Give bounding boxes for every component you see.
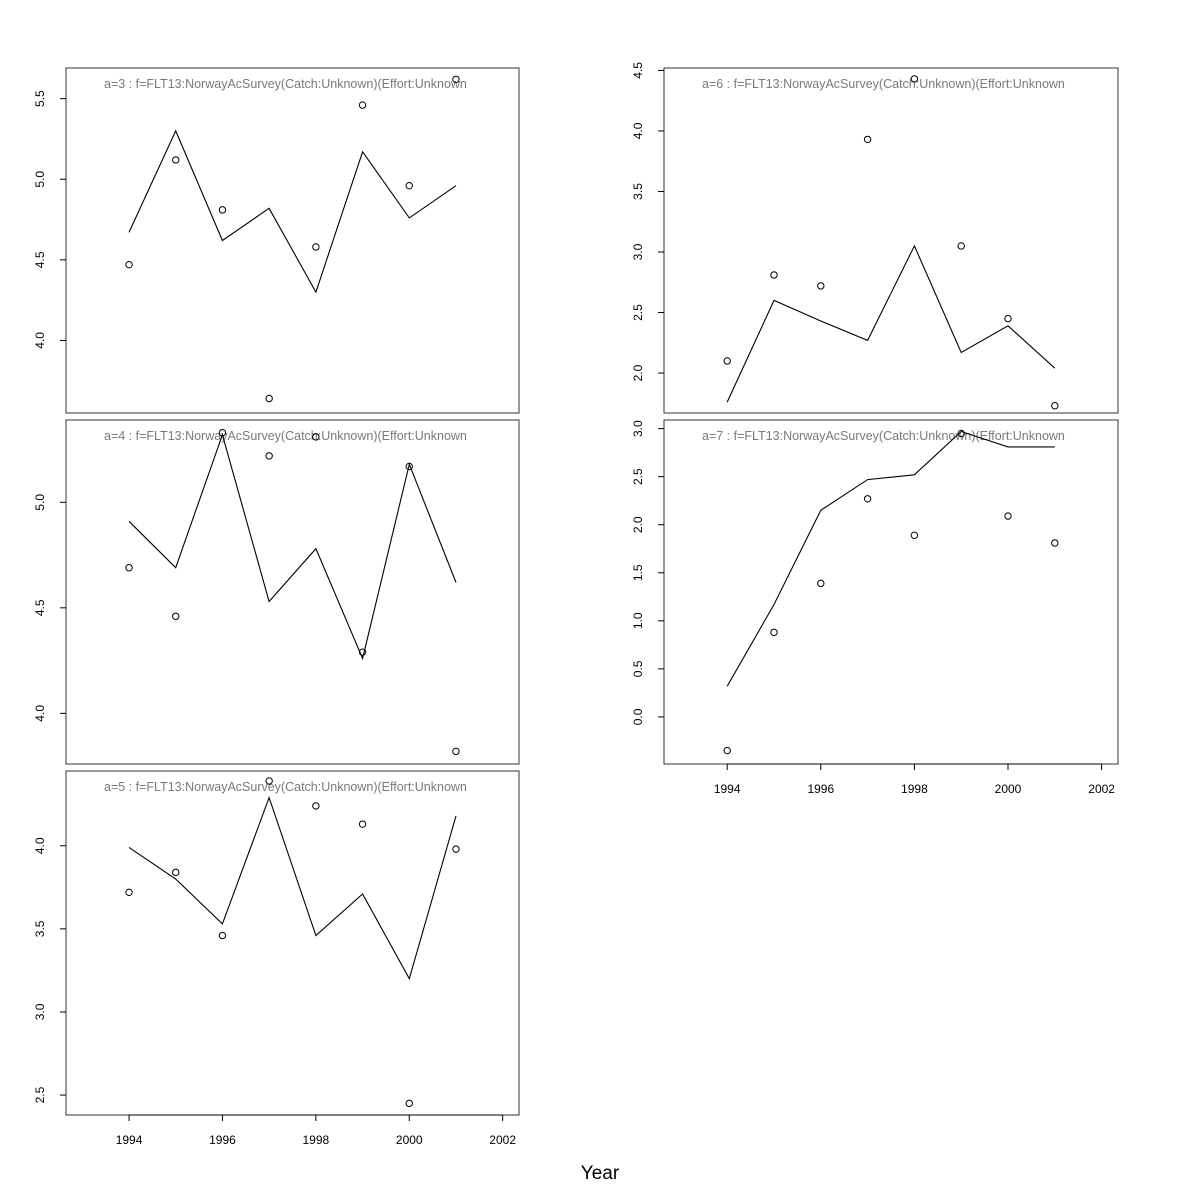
y-tick-label: 1.0 <box>631 612 645 629</box>
observed-point <box>817 282 825 290</box>
observed-point <box>817 579 825 588</box>
observed-point <box>1004 512 1012 520</box>
x-tick-label: 1994 <box>116 1133 143 1147</box>
x-tick-label: 2000 <box>396 1133 423 1147</box>
panel-frame <box>65 67 520 414</box>
x-tick-label: 1996 <box>807 782 834 796</box>
fitted-line <box>726 244 1056 403</box>
y-tick-label: 5.0 <box>33 171 47 188</box>
y-tick-label: 5.5 <box>33 90 47 107</box>
y-tick-label: 2.0 <box>631 364 645 381</box>
observed-point <box>1051 402 1059 410</box>
y-tick-label: 4.5 <box>631 62 645 79</box>
panel-title: a=3 : f=FLT13:NorwayAcSurvey(Catch:Unkno… <box>104 77 467 91</box>
x-tick-label: 1998 <box>901 782 928 796</box>
panel-frame <box>65 419 520 765</box>
chart-panel: a=4 : f=FLT13:NorwayAcSurvey(Catch:Unkno… <box>33 419 520 765</box>
fitted-line <box>128 129 457 294</box>
observed-point <box>405 1099 413 1108</box>
panel-title: a=5 : f=FLT13:NorwayAcSurvey(Catch:Unkno… <box>104 780 467 794</box>
y-tick-label: 0.0 <box>631 708 645 725</box>
y-tick-label: 4.5 <box>33 251 47 268</box>
y-tick-label: 2.5 <box>631 468 645 485</box>
observed-point <box>218 206 227 214</box>
x-axis-label: Year <box>581 1163 620 1184</box>
observed-point <box>312 433 320 441</box>
panel-frame <box>663 419 1119 765</box>
chart-panel: a=6 : f=FLT13:NorwayAcSurvey(Catch:Unkno… <box>631 62 1119 414</box>
x-tick-label: 1996 <box>209 1133 236 1147</box>
observed-point <box>312 243 320 251</box>
observed-point <box>405 462 413 471</box>
observed-point <box>405 181 413 190</box>
y-tick-label: 4.0 <box>631 122 645 139</box>
observed-point <box>957 242 965 250</box>
x-tick-label: 2000 <box>995 782 1022 796</box>
x-tick-label: 1994 <box>714 782 741 796</box>
observed-point <box>358 820 367 828</box>
observed-point <box>265 452 273 460</box>
observed-point <box>125 260 133 269</box>
y-tick-label: 5.0 <box>33 494 47 511</box>
chart-panel: a=3 : f=FLT13:NorwayAcSurvey(Catch:Unkno… <box>33 67 520 414</box>
panel-title: a=7 : f=FLT13:NorwayAcSurvey(Catch:Unkno… <box>702 429 1065 443</box>
observed-point <box>910 75 919 83</box>
panel-title: a=6 : f=FLT13:NorwayAcSurvey(Catch:Unkno… <box>702 77 1065 91</box>
observed-point <box>910 531 919 540</box>
observed-point <box>172 156 180 164</box>
observed-point <box>265 394 273 403</box>
observed-point <box>957 429 965 438</box>
y-tick-label: 2.5 <box>33 1086 47 1103</box>
y-tick-label: 0.5 <box>631 660 645 677</box>
y-tick-label: 4.0 <box>33 837 47 854</box>
panel-title: a=4 : f=FLT13:NorwayAcSurvey(Catch:Unkno… <box>104 429 467 443</box>
y-tick-label: 3.5 <box>33 920 47 937</box>
panel-frame <box>65 770 520 1116</box>
observed-point <box>358 648 367 656</box>
y-tick-label: 4.0 <box>33 705 47 722</box>
observed-point <box>172 868 180 877</box>
observed-point <box>723 746 731 755</box>
x-tick-label: 2002 <box>1088 782 1115 796</box>
y-tick-label: 3.5 <box>631 183 645 200</box>
observed-point <box>125 888 133 897</box>
y-tick-label: 3.0 <box>631 420 645 437</box>
observed-point <box>218 931 227 940</box>
observed-point <box>125 564 133 572</box>
observed-point <box>265 777 273 785</box>
chart-panel: a=5 : f=FLT13:NorwayAcSurvey(Catch:Unkno… <box>33 770 520 1147</box>
observed-point <box>770 628 778 637</box>
chart-panel: a=7 : f=FLT13:NorwayAcSurvey(Catch:Unkno… <box>631 419 1119 796</box>
observed-point <box>218 428 227 437</box>
y-tick-label: 2.5 <box>631 304 645 321</box>
observed-point <box>723 357 731 365</box>
y-tick-label: 4.0 <box>33 332 47 349</box>
observed-point <box>172 612 180 620</box>
observed-point <box>1051 539 1059 547</box>
panel-frame <box>663 67 1119 414</box>
observed-point <box>452 845 460 853</box>
x-tick-label: 2002 <box>489 1133 516 1147</box>
fitted-line <box>128 432 457 661</box>
observed-point <box>863 135 872 144</box>
observed-point <box>312 802 320 810</box>
fitted-line <box>128 795 457 981</box>
y-tick-label: 4.5 <box>33 599 47 616</box>
x-tick-label: 1998 <box>302 1133 329 1147</box>
observed-point <box>770 271 778 279</box>
observed-point <box>1004 314 1012 323</box>
y-tick-label: 3.0 <box>33 1003 47 1020</box>
fitted-line <box>726 430 1055 687</box>
y-tick-label: 3.0 <box>631 243 645 260</box>
observed-point <box>452 747 460 756</box>
y-tick-label: 1.5 <box>631 564 645 581</box>
observed-point <box>863 495 872 503</box>
observed-point <box>452 75 460 83</box>
observed-point <box>358 101 367 109</box>
y-tick-label: 2.0 <box>631 516 645 533</box>
